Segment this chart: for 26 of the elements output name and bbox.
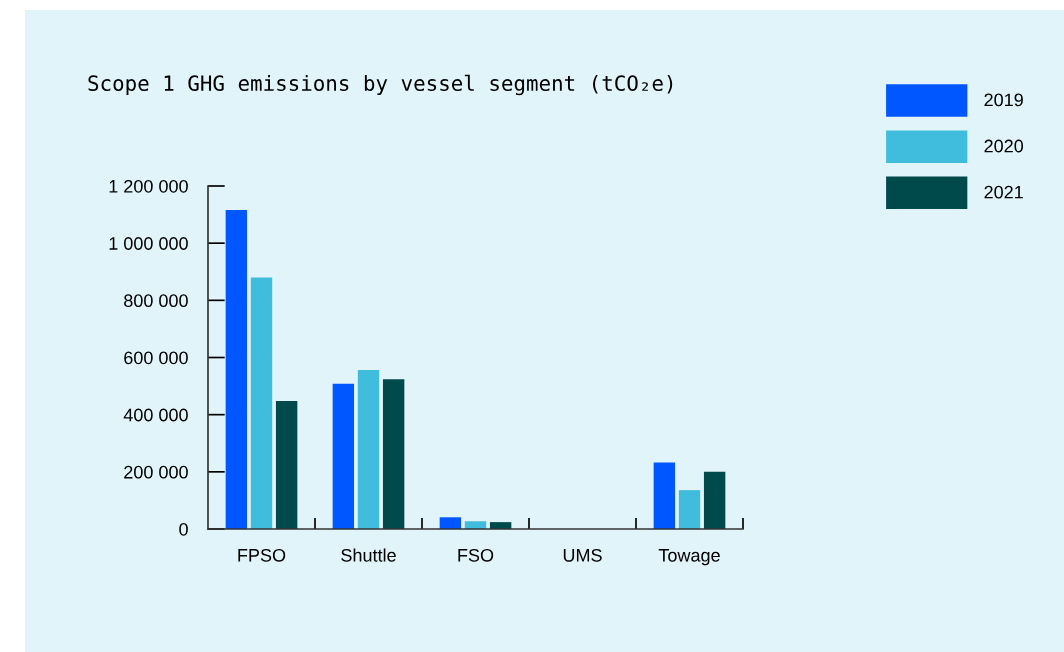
bar: [357, 370, 380, 529]
bar: [332, 383, 355, 529]
y-tick-label: 800 000: [124, 294, 188, 308]
bar: [225, 210, 248, 529]
x-tick-label: UMS: [563, 548, 602, 562]
bar: [678, 490, 701, 529]
y-tick-label: 200 000: [124, 465, 188, 479]
x-tick-label: FSO: [458, 548, 494, 562]
bar: [250, 277, 273, 529]
x-tick-label: FPSO: [238, 548, 286, 562]
x-tick-label: Towage: [658, 549, 720, 566]
bar: [703, 471, 726, 529]
bar: [439, 517, 462, 529]
x-tick-label: Shuttle: [341, 548, 396, 562]
y-tick-label: 1 000 000: [109, 237, 188, 250]
legend-label: 2020: [984, 139, 1024, 153]
y-tick-label: 400 000: [123, 408, 188, 422]
y-tick-label: 1 200 000: [109, 179, 188, 193]
y-tick-label: 0: [179, 522, 188, 536]
chart-title: Scope 1 GHG emissions by vessel segment (tCO₂e): [88, 74, 673, 96]
y-tick-label: 600 000: [124, 351, 188, 365]
bar: [275, 400, 298, 529]
bar: [653, 462, 676, 529]
bar: [382, 379, 405, 529]
legend-label: 2019: [984, 93, 1023, 107]
legend-label: 2021: [984, 185, 1023, 199]
